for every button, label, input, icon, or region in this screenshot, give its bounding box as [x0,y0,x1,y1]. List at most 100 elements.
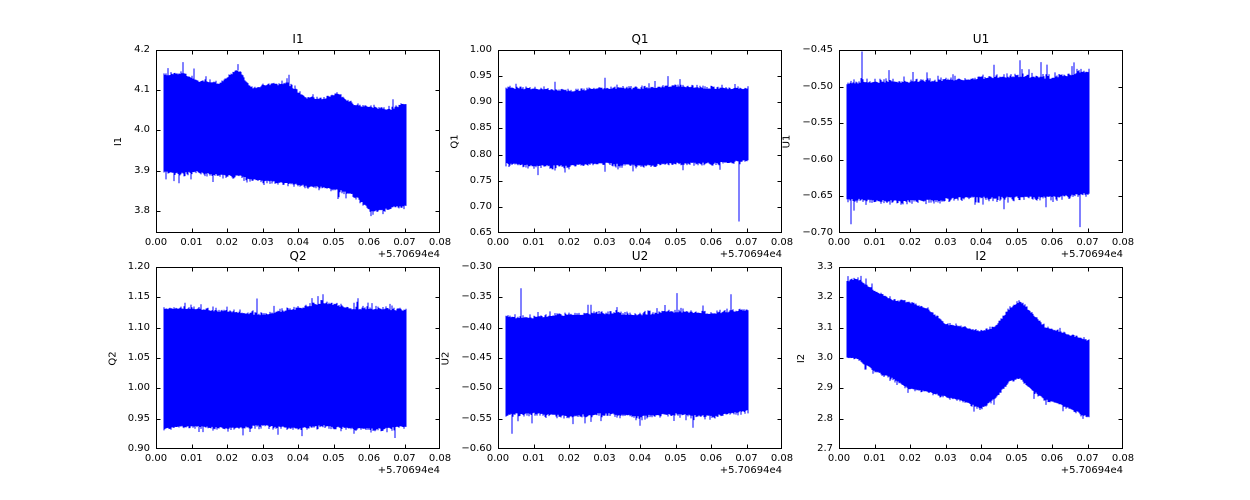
y-tick-label: 1.00 [469,44,492,55]
x-tick-label: 0.03 [593,453,616,464]
x-tick-label: 0.08 [428,237,452,248]
y-tick-label: 0.95 [469,70,492,82]
y-tick-label: 3.8 [134,204,150,216]
x-tick-label: 0.00 [827,237,851,248]
x-tick-label: 0.05 [322,237,345,248]
x-tick-label: 0.02 [557,453,581,464]
y-tick-label: 2.8 [817,412,833,424]
x-tick-label: 0.03 [251,453,274,464]
x-tick-label: 0.07 [393,453,416,464]
y-axis-label-u1: U1 [781,134,793,149]
x-tick-label: 0.01 [180,237,203,248]
y-tick-label: 2.7 [817,443,833,454]
x-tick-label: 0.00 [486,237,510,248]
x-tick-label: 0.07 [1076,453,1099,464]
x-offset-label: +5.70694e4 [377,465,440,476]
y-axis-label-q2: Q2 [107,350,119,366]
y-tick-label: −0.35 [461,291,492,303]
y-tick-label: 0.75 [469,174,492,186]
y-tick-label: 1.20 [127,261,150,272]
x-tick-label: 0.02 [557,237,581,248]
x-offset-label: +5.70694e4 [719,465,782,476]
x-tick-label: 0.06 [1040,237,1064,248]
x-tick-label: 0.00 [144,237,168,248]
x-tick-label: 0.07 [735,453,758,464]
y-tick-label: −0.40 [461,321,492,333]
plot-title-i2: I2 [975,249,987,263]
plot-area-u2 [498,267,782,449]
x-tick-label: 0.08 [770,237,794,248]
plot-area-i2 [839,267,1123,449]
x-tick-label: 0.02 [898,237,922,248]
y-tick-label: 1.00 [127,382,150,394]
x-tick-label: 0.08 [428,453,452,464]
y-tick-label: −0.50 [461,382,492,394]
y-axis-label-q1: Q1 [449,134,461,149]
y-axis-label-i2: I2 [796,353,808,363]
x-tick-label: 0.03 [593,237,616,248]
plot-area-q1 [498,50,782,233]
x-tick-label: 0.00 [486,453,510,464]
y-tick-label: 4.0 [134,124,150,136]
subplot-q1: Q1 Q1 0.65 0.70 0.75 0.80 0.85 0.90 0.95 1.00 0… [450,33,794,260]
y-tick-label: 3.9 [134,164,150,176]
x-tick-label: 0.04 [628,237,652,248]
y-tick-label: 3.0 [817,352,833,363]
plot-title-u2: U2 [631,249,649,263]
y-tick-label: 0.90 [127,443,150,454]
y-tick-label: −0.45 [461,352,492,363]
x-tick-label: 0.04 [969,453,993,464]
plot-area-q2 [156,267,440,449]
y-tick-label: 4.1 [134,84,150,96]
y-tick-label: −0.55 [802,117,833,129]
y-tick-label: 1.10 [127,321,150,333]
subplot-i1: I1 I1 3.8 3.9 4.0 4.1 4.2 0.00 0.01 0.02 0.03 0.… [114,33,452,260]
y-tick-label: −0.55 [461,412,492,424]
x-tick-label: 0.04 [628,453,652,464]
x-offset-label: +5.70694e4 [1060,465,1123,476]
x-offset-label: +5.70694e4 [1060,249,1123,260]
plot-title-q2: Q2 [289,249,307,263]
x-tick-label: 0.00 [144,453,168,464]
x-tick-label: 0.08 [1111,453,1135,464]
y-tick-label: −0.70 [802,227,833,238]
x-tick-label: 0.06 [357,453,381,464]
x-tick-label: 0.03 [934,453,957,464]
x-tick-label: 0.07 [1076,237,1099,248]
y-tick-label: −0.45 [802,44,833,55]
x-tick-label: 0.05 [664,453,687,464]
x-tick-label: 0.00 [827,453,851,464]
y-tick-label: 2.9 [817,382,833,394]
y-tick-label: −0.60 [802,153,833,165]
y-tick-label: 0.80 [469,148,492,160]
x-tick-label: 0.02 [215,237,239,248]
y-tick-label: 0.90 [469,96,492,108]
x-tick-label: 0.02 [215,453,239,464]
y-axis-label-u2: U2 [440,351,452,365]
x-tick-label: 0.04 [286,237,310,248]
x-offset-label: +5.70694e4 [719,249,782,260]
x-tick-label: 0.06 [699,237,723,248]
y-tick-label: 3.3 [817,261,833,272]
subplot-i2: I2 I2 2.7 2.8 2.9 3.0 3.1 3.2 3.3 0.00 0.01 0.02… [797,250,1135,476]
plot-area-i1 [156,50,440,233]
x-tick-label: 0.08 [770,453,794,464]
x-tick-label: 0.06 [1040,453,1064,464]
y-tick-label: 3.2 [817,291,833,303]
x-tick-label: 0.05 [1005,453,1028,464]
y-tick-label: 0.65 [469,227,492,238]
plot-title-q1: Q1 [631,32,649,46]
y-tick-label: −0.30 [461,261,492,272]
y-tick-label: 3.1 [817,321,833,333]
subplot-u2: U2 U2 −0.60 −0.55 −0.50 −0.45 −0.40 −0.35 −0.3… [441,250,794,476]
plot-title-i1: I1 [292,32,304,46]
x-tick-label: 0.07 [735,237,758,248]
y-tick-label: 0.70 [469,200,492,212]
x-tick-label: 0.01 [180,453,203,464]
x-tick-label: 0.04 [286,453,310,464]
x-tick-label: 0.07 [393,237,416,248]
x-tick-label: 0.01 [863,237,886,248]
x-tick-label: 0.05 [664,237,687,248]
x-tick-label: 0.01 [522,237,545,248]
